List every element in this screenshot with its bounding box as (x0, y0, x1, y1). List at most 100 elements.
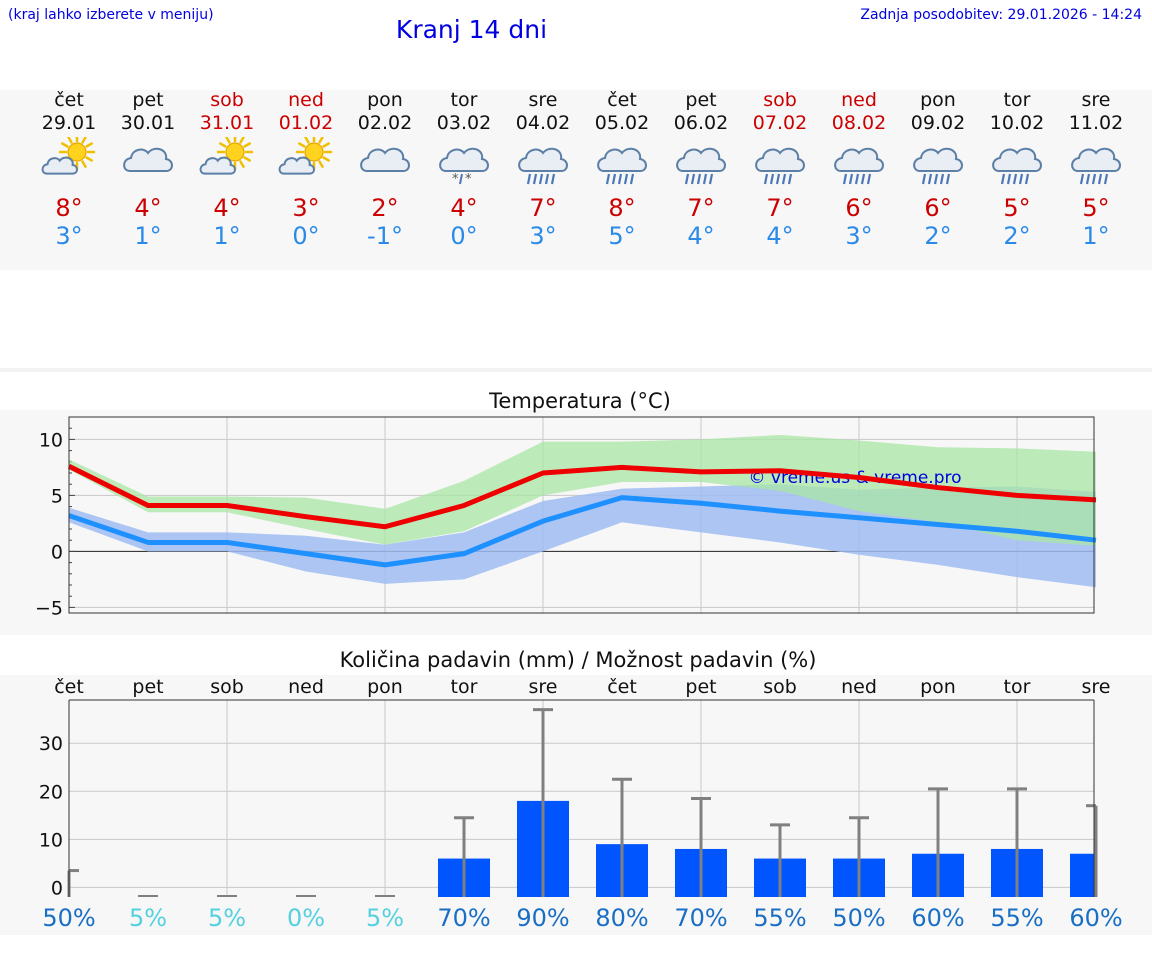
day-column: sob 31.01 4° 1° (187, 88, 267, 250)
sun-cloud-icon (199, 137, 254, 175)
rain-cloud-icon (913, 147, 963, 185)
max-temperature-line (67, 464, 1097, 530)
day-name: pet (685, 89, 717, 111)
day-column: čet 05.02 8° 5° (582, 88, 662, 250)
day-date: 11.02 (1068, 112, 1124, 134)
day-date: 09.02 (910, 112, 966, 134)
day-name: pet (132, 89, 164, 111)
plot-frame (68, 416, 1095, 614)
precip-probability: 5% (208, 904, 246, 932)
precip-probability: 60% (1069, 904, 1122, 932)
day-name: ned (288, 89, 324, 111)
min-temperature: -1° (367, 222, 403, 250)
sun-cloud-icon (41, 137, 96, 175)
max-temperature: 4° (134, 194, 162, 222)
day-date: 02.02 (357, 112, 413, 134)
min-temperature: 2° (924, 222, 952, 250)
max-temperature: 3° (292, 194, 320, 222)
day-date: 01.02 (278, 112, 334, 134)
rain-cloud-icon (518, 147, 568, 185)
region-hint[interactable]: (kraj lahko izberete v meniju) (8, 7, 214, 23)
max-temperature: 8° (608, 194, 636, 222)
rain-cloud-icon (1071, 147, 1121, 185)
y-tick-label: 10 (39, 429, 63, 451)
temperature-band (0, 368, 1152, 372)
day-column: pet 06.02 7° 4° (661, 88, 741, 250)
y-tick-label: −5 (35, 597, 63, 619)
precip-probability: 5% (129, 904, 167, 932)
x-category-label: čet (607, 676, 637, 698)
day-name: sre (1081, 89, 1111, 111)
daily-forecast-strip: čet 29.01 8° 3° pet 30.01 4° 1° sob 31.01 4° 1° ned 0… (0, 88, 1152, 270)
last-updated: Zadnja posodobitev: 29.01.2026 - 14:24 (860, 7, 1142, 23)
day-column: pon 09.02 6° 2° (898, 88, 978, 250)
y-tick-label: 0 (51, 541, 63, 563)
min-temperature: 2° (1003, 222, 1031, 250)
day-column: sre 04.02 7° 3° (503, 88, 583, 250)
x-category-label: sre (529, 676, 558, 698)
x-category-label: sob (763, 676, 797, 698)
svg-text:*: * (452, 172, 459, 187)
day-name: ned (841, 89, 877, 111)
precip-probability: 70% (437, 904, 490, 932)
y-tick-label: 5 (51, 485, 63, 507)
min-temperature: 4° (687, 222, 715, 250)
precip-probability: 50% (832, 904, 885, 932)
min-temperature: 5° (608, 222, 636, 250)
x-category-label: pet (132, 676, 163, 698)
chart-title: Temperatura (°C) (488, 389, 671, 413)
chart-title: Količina padavin (mm) / Možnost padavin … (340, 648, 817, 672)
x-category-label: ned (288, 676, 324, 698)
day-date: 03.02 (436, 112, 492, 134)
rain-cloud-icon (992, 147, 1042, 185)
day-date: 06.02 (673, 112, 729, 134)
rain-cloud-icon (597, 147, 647, 185)
min-temperature: 1° (134, 222, 162, 250)
day-column: pon 02.02 2° -1° (345, 88, 425, 250)
day-column: čet 29.01 8° 3° (29, 88, 109, 250)
cloud-icon (360, 147, 410, 172)
x-category-label: sre (1082, 676, 1111, 698)
precip-probability: 0% (287, 904, 325, 932)
day-name: sre (528, 89, 558, 111)
sun-icon (58, 137, 96, 171)
max-temperature: 5° (1003, 194, 1031, 222)
rain-cloud-icon (834, 147, 884, 185)
day-column: tor 10.02 5° 2° (977, 88, 1057, 250)
day-column: ned 01.02 3° 0° (266, 88, 346, 250)
day-date: 29.01 (41, 112, 97, 134)
y-tick-label: 30 (39, 733, 63, 755)
min-temperature: 3° (845, 222, 873, 250)
day-date: 08.02 (831, 112, 887, 134)
min-temperature: 0° (292, 222, 320, 250)
day-name: čet (607, 89, 637, 111)
max-temperature: 4° (450, 194, 478, 222)
day-column: pet 30.01 4° 1° (108, 88, 188, 250)
rain-cloud-icon (755, 147, 805, 185)
day-name: čet (54, 89, 84, 111)
x-category-label: pet (685, 676, 716, 698)
x-category-label: ned (841, 676, 877, 698)
min-temperature: 3° (529, 222, 557, 250)
x-category-label: tor (1004, 676, 1031, 698)
precip-probability: 90% (516, 904, 569, 932)
precip-probability: 55% (753, 904, 806, 932)
x-category-label: čet (54, 676, 84, 698)
max-temperature: 6° (845, 194, 873, 222)
precipitation-chart: Količina padavin (mm) / Možnost padavin … (39, 648, 1123, 932)
max-temperature: 7° (687, 194, 715, 222)
page-title: Kranj 14 dni (395, 15, 548, 44)
precip-probability: 80% (595, 904, 648, 932)
precip-bar (1070, 853, 1094, 897)
snow-rain-cloud-icon: * * (439, 147, 489, 187)
y-tick-label: 0 (51, 877, 63, 899)
precip-probability: 70% (674, 904, 727, 932)
precip-probability: 55% (990, 904, 1043, 932)
day-date: 04.02 (515, 112, 571, 134)
x-category-label: pon (920, 676, 956, 698)
max-temperature: 7° (529, 194, 557, 222)
min-temperature: 3° (55, 222, 83, 250)
max-temperature: 5° (1082, 194, 1110, 222)
sun-cloud-icon (278, 137, 333, 175)
